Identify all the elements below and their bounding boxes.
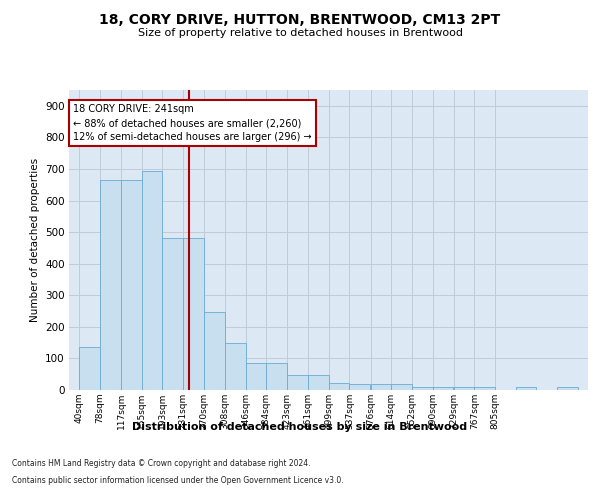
Bar xyxy=(329,383,349,390)
Bar xyxy=(225,344,245,390)
Text: Distribution of detached houses by size in Brentwood: Distribution of detached houses by size … xyxy=(133,422,467,432)
Text: 18 CORY DRIVE: 241sqm
← 88% of detached houses are smaller (2,260)
12% of semi-d: 18 CORY DRIVE: 241sqm ← 88% of detached … xyxy=(73,104,312,142)
Bar xyxy=(142,170,163,390)
Bar xyxy=(557,388,578,390)
Bar xyxy=(475,388,495,390)
Y-axis label: Number of detached properties: Number of detached properties xyxy=(29,158,40,322)
Bar xyxy=(454,388,475,390)
Bar xyxy=(287,375,308,390)
Text: Contains HM Land Registry data © Crown copyright and database right 2024.: Contains HM Land Registry data © Crown c… xyxy=(12,458,311,468)
Bar xyxy=(433,387,453,390)
Bar xyxy=(183,238,204,390)
Bar xyxy=(412,387,433,390)
Bar xyxy=(163,238,183,390)
Bar xyxy=(349,384,370,390)
Bar xyxy=(100,180,121,390)
Bar xyxy=(371,384,391,390)
Bar xyxy=(121,180,142,390)
Text: Size of property relative to detached houses in Brentwood: Size of property relative to detached ho… xyxy=(137,28,463,38)
Text: 18, CORY DRIVE, HUTTON, BRENTWOOD, CM13 2PT: 18, CORY DRIVE, HUTTON, BRENTWOOD, CM13 … xyxy=(100,12,500,26)
Bar xyxy=(308,375,329,390)
Bar xyxy=(391,384,412,390)
Bar xyxy=(516,388,536,390)
Bar xyxy=(266,363,287,390)
Text: Contains public sector information licensed under the Open Government Licence v3: Contains public sector information licen… xyxy=(12,476,344,485)
Bar xyxy=(79,348,100,390)
Bar xyxy=(245,363,266,390)
Bar xyxy=(205,312,225,390)
